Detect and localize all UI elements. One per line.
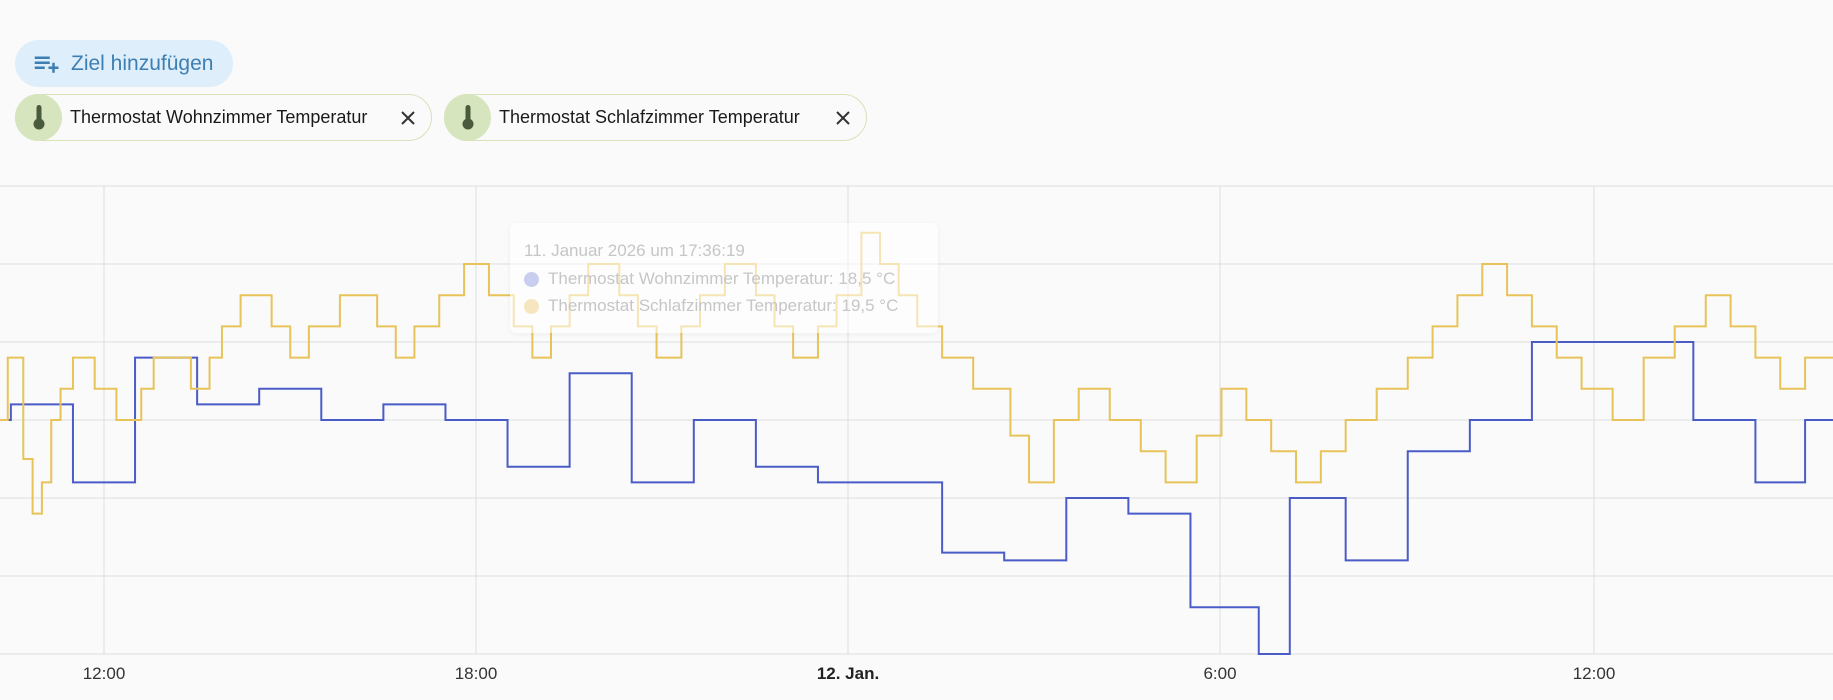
- close-icon[interactable]: [393, 103, 423, 133]
- tooltip-time: 11. Januar 2026 um 17:36:19: [524, 241, 745, 260]
- tooltip-row-text: Thermostat Wohnzimmer Temperatur: 18,5 °…: [548, 269, 896, 288]
- tooltip-row: Thermostat Schlafzimmer Temperatur: 19,5…: [524, 296, 924, 316]
- thermometer-icon: [15, 93, 62, 141]
- target-chip-wohnzimmer[interactable]: Thermostat Wohnzimmer Temperatur: [15, 93, 432, 141]
- chart-tooltip: 11. Januar 2026 um 17:36:19 Thermostat W…: [510, 223, 938, 333]
- chip-label: Thermostat Schlafzimmer Temperatur: [499, 107, 800, 127]
- x-axis-tick-label: 12. Jan.: [816, 664, 880, 683]
- thermometer-icon: [444, 93, 491, 141]
- series-line-schlafzimmer[interactable]: [0, 231, 1833, 515]
- add-target-button[interactable]: Ziel hinzufügen: [15, 40, 234, 87]
- x-axis-tick-label: 6:00: [1203, 664, 1237, 683]
- tooltip-row-text: Thermostat Schlafzimmer Temperatur: 19,5…: [548, 296, 899, 315]
- series-dot: [524, 298, 539, 314]
- add-target-label: Ziel hinzufügen: [71, 51, 214, 75]
- series-line-wohnzimmer[interactable]: [0, 341, 1833, 655]
- x-axis-tick-label: 12:00: [82, 664, 126, 683]
- target-chip-schlafzimmer[interactable]: Thermostat Schlafzimmer Temperatur: [444, 93, 867, 141]
- close-icon[interactable]: [828, 103, 858, 133]
- series-dot: [524, 271, 539, 287]
- tooltip-row: Thermostat Wohnzimmer Temperatur: 18,5 °…: [524, 269, 924, 289]
- x-axis-tick-label: 18:00: [454, 664, 498, 683]
- chip-label: Thermostat Wohnzimmer Temperatur: [70, 107, 368, 127]
- x-axis-tick-label: 12:00: [1572, 664, 1616, 683]
- playlist-plus-icon: [34, 56, 59, 73]
